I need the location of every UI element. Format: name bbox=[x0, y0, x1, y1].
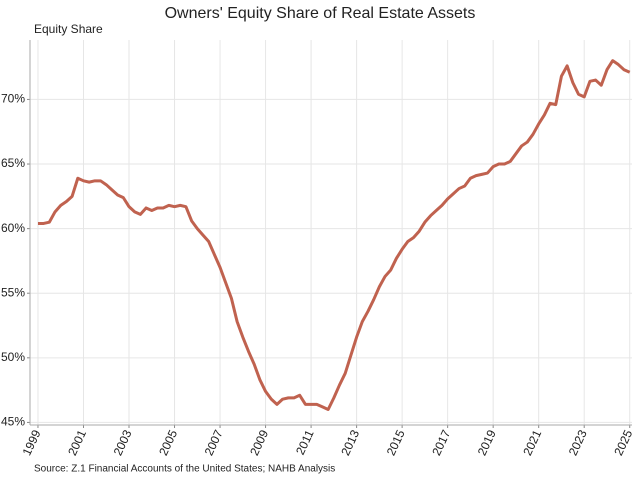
x-tick-label: 2013 bbox=[338, 427, 362, 457]
y-tick-label: 55% bbox=[1, 285, 25, 299]
x-tick-label: 2003 bbox=[111, 427, 135, 457]
y-tick-label: 50% bbox=[1, 350, 25, 364]
x-tick-label: 2021 bbox=[520, 427, 544, 457]
y-tick-label: 65% bbox=[1, 156, 25, 170]
y-axis-label: Equity Share bbox=[34, 22, 103, 36]
y-tick-label: 70% bbox=[1, 92, 25, 106]
x-tick-label: 2005 bbox=[156, 427, 180, 457]
data-line bbox=[37, 59, 631, 411]
x-tick-label: 2023 bbox=[566, 427, 590, 457]
x-tick-label: 2019 bbox=[475, 427, 499, 457]
y-tick-label: 45% bbox=[1, 415, 25, 429]
source-note: Source: Z.1 Financial Accounts of the Un… bbox=[34, 464, 335, 475]
x-tick-label: 1999 bbox=[20, 427, 44, 457]
x-tick-label: 2017 bbox=[429, 427, 453, 457]
x-tick-label: 2007 bbox=[202, 427, 226, 457]
y-tick-label: 60% bbox=[1, 221, 25, 235]
x-tick-label: 2009 bbox=[247, 427, 271, 457]
chart-title: Owners' Equity Share of Real Estate Asse… bbox=[165, 5, 476, 22]
x-tick-label: 2025 bbox=[611, 427, 635, 457]
x-tick-label: 2015 bbox=[384, 427, 408, 457]
x-tick-label: 2001 bbox=[65, 427, 89, 457]
x-tick-label: 2011 bbox=[293, 427, 317, 457]
